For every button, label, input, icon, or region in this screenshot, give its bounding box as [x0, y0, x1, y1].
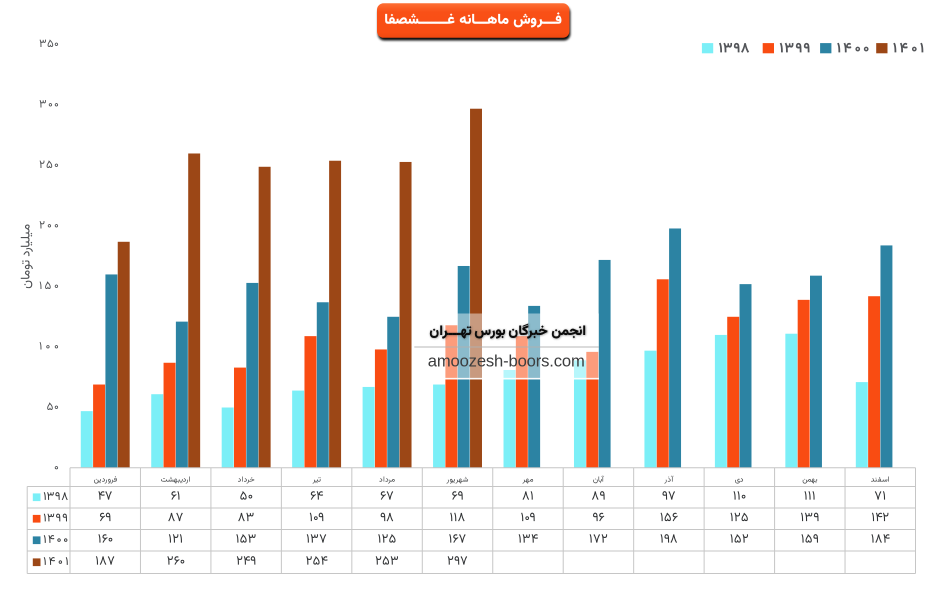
svg-text:amoozesh-boors.com: amoozesh-boors.com — [428, 352, 585, 371]
